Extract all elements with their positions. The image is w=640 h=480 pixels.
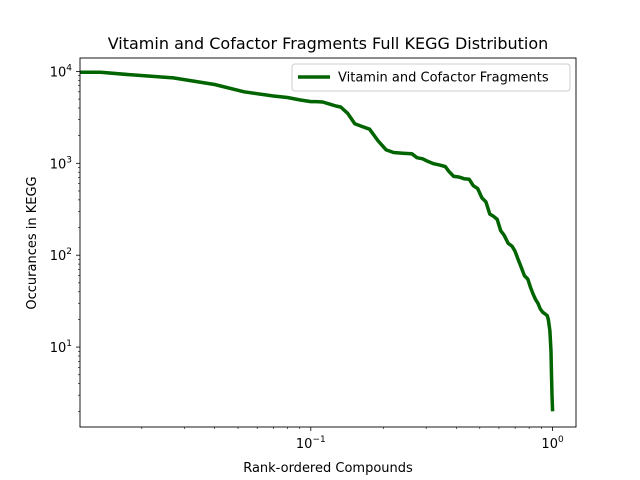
y-tick-label: 104 <box>50 63 73 80</box>
x-axis-label: Rank-ordered Compounds <box>243 461 413 476</box>
series-line <box>80 70 555 412</box>
legend-series-label: Vitamin and Cofactor Fragments <box>338 71 549 86</box>
y-tick-label: 102 <box>50 247 72 264</box>
y-tick-label: 103 <box>50 155 72 172</box>
y-axis-label: Occurances in KEGG <box>25 176 40 309</box>
chart-title: Vitamin and Cofactor Fragments Full KEGG… <box>108 34 549 53</box>
legend-frame <box>291 63 571 92</box>
chart-legend: Vitamin and Cofactor Fragments <box>291 63 571 92</box>
axes-frame <box>79 57 577 428</box>
y-tick-label: 101 <box>50 339 72 356</box>
